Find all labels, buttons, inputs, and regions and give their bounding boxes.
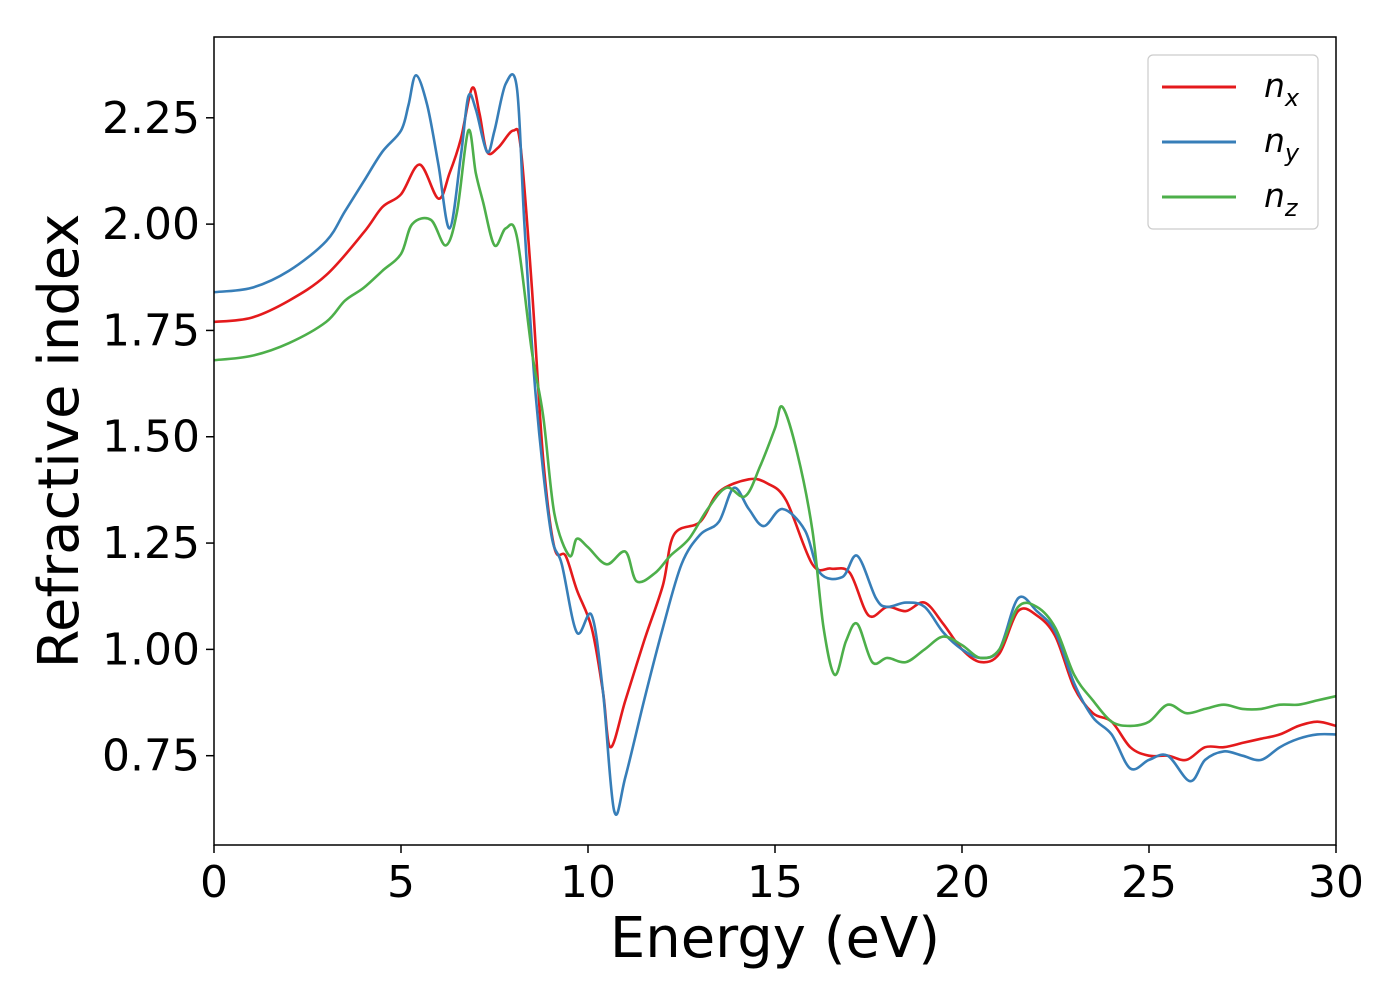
x-axis-title: Energy (eV): [610, 906, 940, 971]
x-tick-label: 30: [1308, 857, 1364, 908]
x-tick-label: 5: [387, 857, 415, 908]
x-axis-ticks: 0 5 10 15 20 25 30: [200, 845, 1364, 908]
x-tick-label: 15: [747, 857, 803, 908]
y-tick-label: 1.75: [102, 305, 200, 356]
y-axis-title: Refractive index: [27, 214, 92, 669]
y-tick-label: 2.25: [102, 93, 200, 144]
x-tick-label: 20: [934, 857, 990, 908]
y-tick-label: 1.50: [102, 412, 200, 463]
y-tick-label: 2.00: [102, 199, 200, 250]
legend-label-nz: nz: [1264, 176, 1299, 222]
y-tick-label: 1.00: [102, 624, 200, 675]
series-line-ny: [214, 73, 1336, 816]
x-tick-label: 10: [560, 857, 616, 908]
y-tick-label: 0.75: [102, 731, 200, 782]
y-tick-label: 1.25: [102, 518, 200, 569]
legend: nx ny nz: [1147, 54, 1319, 230]
legend-label-nx: nx: [1264, 66, 1300, 112]
x-tick-label: 25: [1121, 857, 1177, 908]
y-axis-ticks: 0.75 1.00 1.25 1.50 1.75 2.00 2.25: [102, 93, 214, 782]
plot-lines: [214, 73, 1336, 816]
series-line-nz: [214, 128, 1336, 728]
x-tick-label: 0: [200, 857, 228, 908]
legend-label-ny: ny: [1264, 121, 1300, 167]
